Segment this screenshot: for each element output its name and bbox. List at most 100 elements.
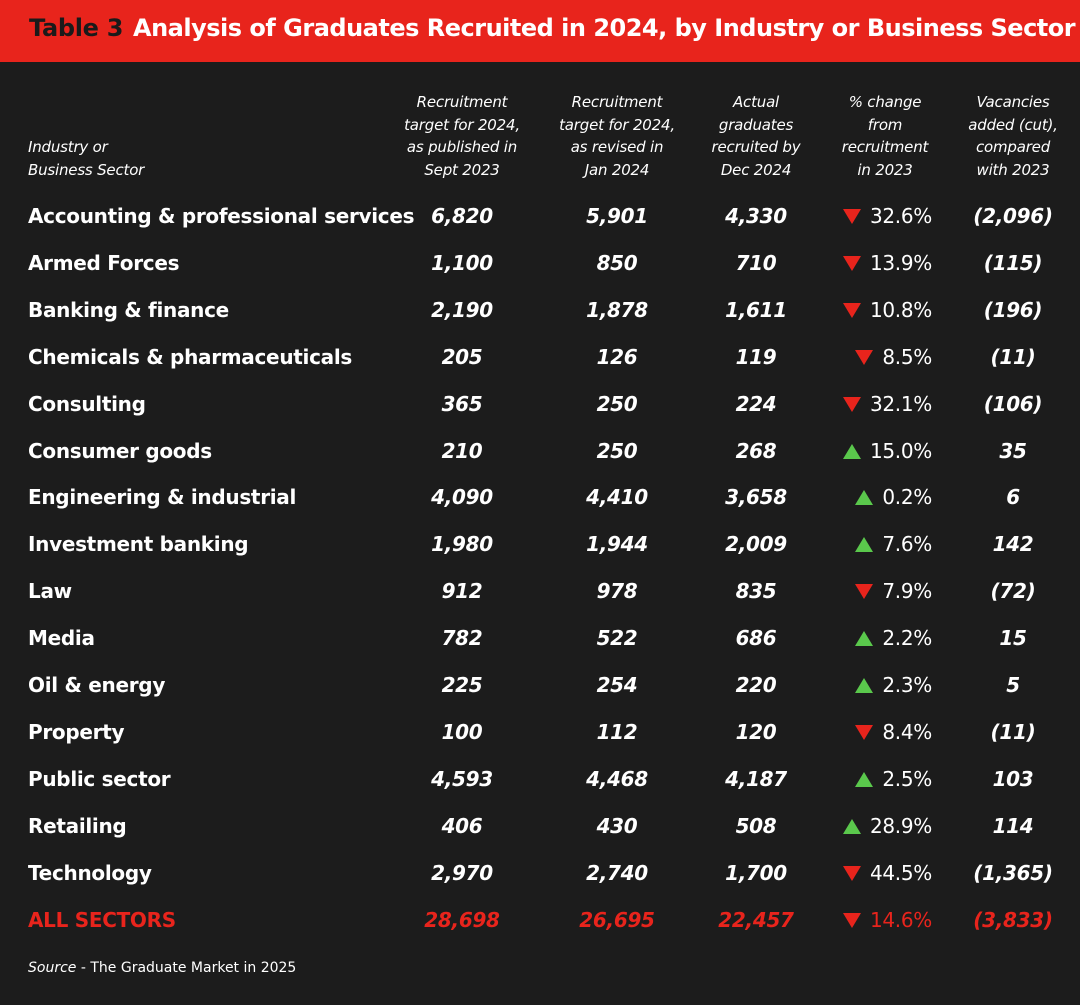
table-row: Consumer goods 210 250 268 15.0% 35 [0, 435, 1080, 482]
target-published: 4,593 [431, 766, 493, 791]
sector-name: Consumer goods [28, 438, 212, 463]
table-number: Table 3 [29, 14, 124, 42]
target-published: 2,190 [431, 297, 493, 322]
target-published: 28,698 [424, 907, 500, 932]
actual-recruited: 22,457 [718, 907, 794, 932]
down-triangle-icon [842, 209, 861, 224]
vacancies-change: (11) [990, 344, 1036, 369]
table-row: Property 100 112 120 8.4% (11) [0, 716, 1080, 763]
target-revised: 1,944 [586, 532, 648, 557]
target-revised: 430 [596, 813, 638, 838]
header-target-revised: Recruitment target for 2024, as revised … [559, 93, 675, 180]
target-published: 205 [441, 344, 483, 369]
sector-name: Oil & energy [28, 673, 166, 697]
target-revised: 112 [596, 719, 638, 744]
down-triangle-icon [855, 349, 874, 365]
target-published: 365 [441, 391, 483, 416]
vacancies-change: (3,833) [973, 907, 1053, 932]
target-published: 782 [441, 626, 483, 651]
target-revised: 4,410 [586, 485, 648, 510]
table-row: Accounting & professional services 6,820… [0, 200, 1080, 247]
sector-name: Accounting & professional services [28, 204, 415, 228]
down-triangle-icon [842, 396, 861, 412]
target-published: 225 [441, 673, 483, 697]
down-triangle-icon [842, 302, 861, 318]
target-revised: 250 [596, 391, 638, 416]
sector-name: Chemicals & pharmaceuticals [28, 344, 352, 369]
vacancies-change: 103 [992, 766, 1034, 791]
target-revised: 5,901 [586, 204, 648, 228]
table-row: Technology 2,970 2,740 1,700 44.5% (1,36… [0, 857, 1080, 904]
sector-name: Public sector [28, 766, 171, 791]
actual-recruited: 119 [735, 344, 777, 369]
vacancies-change: 35 [999, 438, 1027, 463]
actual-recruited: 4,187 [725, 766, 787, 791]
table-row: Armed Forces 1,100 850 710 13.9% (115) [0, 247, 1080, 294]
target-published: 1,100 [431, 250, 493, 275]
table-row: Chemicals & pharmaceuticals 205 126 119 … [0, 341, 1080, 388]
vacancies-change: 6 [1006, 485, 1020, 510]
sector-name: Investment banking [28, 532, 249, 557]
table-row: Engineering & industrial 4,090 4,410 3,6… [0, 481, 1080, 528]
table-row: Media 782 522 686 2.2% 15 [0, 622, 1080, 669]
header-sector: Industry or Business Sector [28, 138, 145, 179]
target-revised: 522 [596, 626, 638, 651]
vacancies-change: (196) [983, 297, 1043, 322]
sector-name: Consulting [28, 391, 146, 416]
sector-name: Banking & finance [28, 297, 229, 322]
actual-recruited: 508 [735, 813, 777, 838]
up-triangle-icon [855, 678, 874, 693]
sector-name: Media [28, 626, 95, 651]
down-triangle-icon [842, 912, 861, 928]
source-text: - The Graduate Market in 2025 [80, 960, 297, 976]
table-row: Retailing 406 430 508 28.9% 114 [0, 810, 1080, 857]
target-published: 912 [441, 579, 483, 604]
actual-recruited: 268 [735, 438, 777, 463]
table-row: Banking & finance 2,190 1,878 1,611 10.8… [0, 294, 1080, 341]
vacancies-change: (72) [990, 579, 1036, 604]
target-revised: 2,740 [586, 860, 648, 885]
vacancies-change: 5 [1006, 673, 1020, 697]
target-revised: 26,695 [579, 907, 655, 932]
target-revised: 250 [596, 438, 638, 463]
down-triangle-icon [842, 865, 861, 881]
target-published: 100 [441, 719, 483, 744]
table-title: Analysis of Graduates Recruited in 2024,… [133, 14, 1076, 42]
down-triangle-icon [855, 724, 874, 740]
target-published: 406 [441, 813, 483, 838]
source-label: Source [28, 960, 77, 976]
target-published: 4,090 [431, 485, 493, 510]
actual-recruited: 4,330 [725, 204, 787, 228]
actual-recruited: 1,611 [725, 297, 787, 322]
vacancies-change: 142 [992, 532, 1034, 557]
actual-recruited: 220 [735, 673, 777, 697]
target-revised: 978 [596, 579, 638, 604]
vacancies-change: (106) [983, 391, 1043, 416]
table-row: Oil & energy 225 254 220 2.3% 5 [0, 669, 1080, 716]
target-revised: 254 [596, 673, 638, 697]
up-triangle-icon [855, 631, 874, 647]
table-row: Public sector 4,593 4,468 4,187 2.5% 103 [0, 763, 1080, 810]
target-revised: 1,878 [586, 297, 648, 322]
up-triangle-icon [842, 818, 861, 834]
source-note: Source - The Graduate Market in 2025 [28, 960, 296, 976]
target-published: 210 [441, 438, 483, 463]
vacancies-change: 114 [992, 813, 1034, 838]
down-triangle-icon [855, 584, 874, 600]
header-target-published: Recruitment target for 2024, as publishe… [404, 93, 520, 180]
actual-recruited: 835 [735, 579, 777, 604]
target-published: 1,980 [431, 532, 493, 557]
actual-recruited: 120 [735, 719, 777, 744]
table-row: Consulting 365 250 224 32.1% (106) [0, 388, 1080, 435]
sector-name: Retailing [28, 813, 127, 838]
vacancies-change: 15 [999, 626, 1027, 651]
sector-name: Technology [28, 860, 152, 885]
title-banner: Table 3 Analysis of Graduates Recruited … [0, 0, 1080, 62]
actual-recruited: 2,009 [725, 532, 787, 557]
vacancies-change: (11) [990, 719, 1036, 744]
up-triangle-icon [855, 537, 874, 553]
target-published: 2,970 [431, 860, 493, 885]
actual-recruited: 3,658 [725, 485, 787, 510]
target-revised: 850 [596, 250, 638, 275]
target-revised: 4,468 [586, 766, 648, 791]
